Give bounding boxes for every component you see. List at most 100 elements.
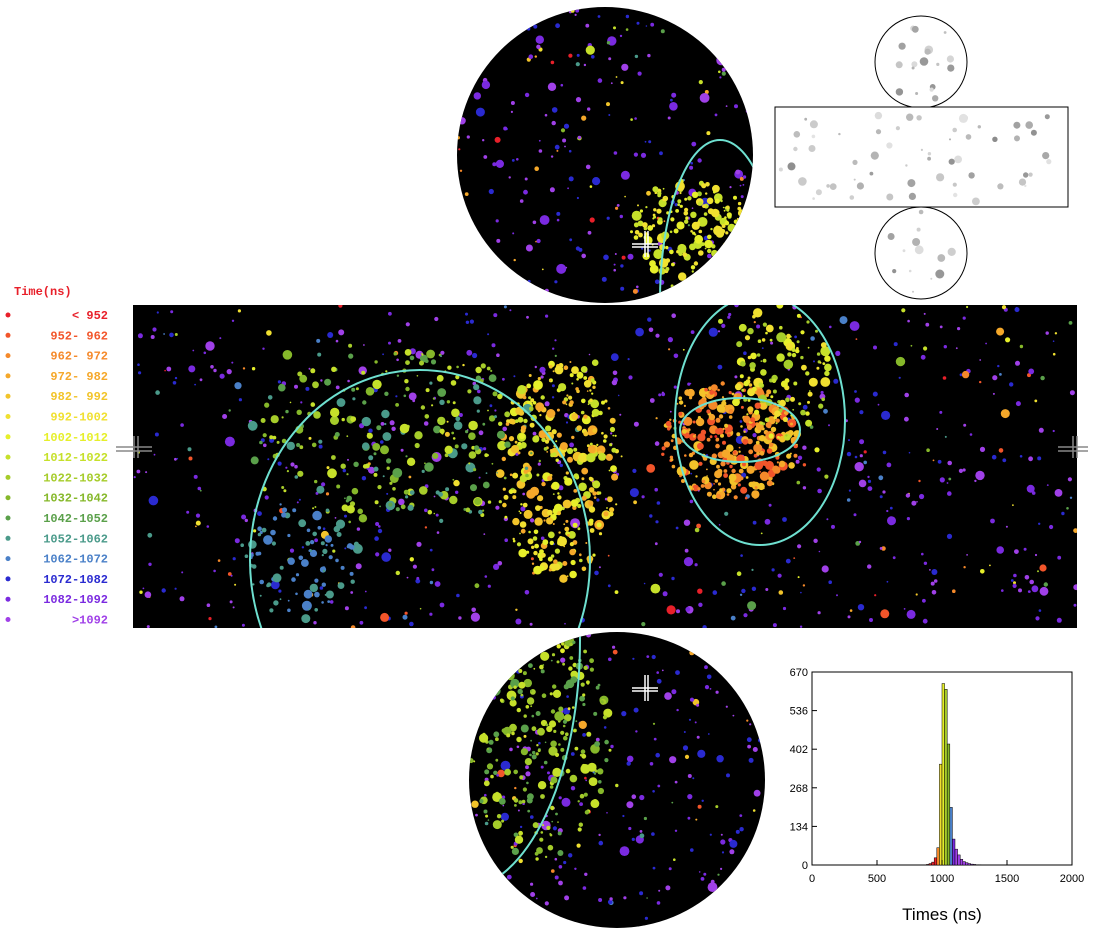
thumb-hit bbox=[936, 173, 944, 181]
hit bbox=[566, 471, 569, 474]
hit bbox=[736, 637, 742, 643]
thumb-hit bbox=[919, 210, 924, 215]
hit bbox=[560, 748, 564, 752]
hit bbox=[374, 452, 377, 455]
hit bbox=[571, 560, 576, 565]
hit bbox=[649, 328, 654, 333]
hit bbox=[466, 508, 471, 513]
hit bbox=[517, 385, 526, 394]
hit bbox=[337, 398, 346, 407]
hit bbox=[874, 594, 876, 596]
hit bbox=[779, 326, 783, 330]
hit bbox=[622, 815, 624, 817]
hit bbox=[408, 505, 414, 511]
hit bbox=[181, 571, 183, 573]
hit bbox=[688, 817, 691, 820]
hit bbox=[689, 719, 691, 721]
hit bbox=[372, 380, 381, 389]
thumb-hit bbox=[854, 179, 856, 181]
hit bbox=[652, 186, 658, 192]
hit bbox=[828, 580, 832, 584]
hit bbox=[697, 736, 700, 739]
hit bbox=[436, 514, 439, 517]
hit bbox=[348, 521, 351, 524]
hit bbox=[259, 441, 263, 445]
hit bbox=[556, 212, 560, 216]
hit bbox=[713, 191, 716, 194]
hit bbox=[234, 584, 236, 586]
hit bbox=[759, 471, 761, 473]
hit bbox=[1013, 574, 1017, 578]
hit bbox=[697, 487, 700, 490]
hit bbox=[527, 810, 530, 813]
hit bbox=[701, 635, 706, 640]
hit bbox=[188, 365, 195, 372]
hit bbox=[655, 542, 658, 545]
hit bbox=[584, 793, 588, 797]
hit bbox=[287, 470, 289, 472]
hit bbox=[204, 352, 207, 355]
hit bbox=[1013, 584, 1017, 588]
hit bbox=[509, 176, 511, 178]
hit bbox=[493, 24, 496, 27]
hit bbox=[499, 500, 502, 503]
hit bbox=[152, 327, 156, 331]
hit bbox=[779, 590, 784, 595]
hit bbox=[585, 780, 587, 782]
hit bbox=[259, 580, 264, 585]
hit bbox=[688, 774, 692, 778]
hit bbox=[696, 524, 701, 529]
hit bbox=[262, 348, 264, 350]
hit bbox=[963, 566, 965, 568]
hit bbox=[302, 601, 312, 611]
hit bbox=[550, 806, 554, 810]
thumb-hit bbox=[793, 147, 797, 151]
hit bbox=[705, 192, 707, 194]
hit bbox=[154, 454, 156, 456]
thumb-hit bbox=[1046, 159, 1051, 164]
hit bbox=[1037, 570, 1039, 572]
hit bbox=[213, 369, 216, 372]
hit bbox=[689, 460, 699, 470]
hit bbox=[608, 658, 612, 662]
x-tick-label: 1500 bbox=[995, 873, 1019, 885]
hit bbox=[606, 507, 608, 509]
hit bbox=[354, 542, 359, 547]
hit bbox=[798, 576, 800, 578]
hit bbox=[729, 465, 732, 468]
y-tick-label: 134 bbox=[790, 821, 808, 833]
hit bbox=[679, 192, 681, 194]
hit bbox=[330, 416, 339, 425]
hit bbox=[672, 465, 676, 469]
hit bbox=[529, 627, 538, 636]
hit bbox=[546, 409, 555, 418]
hit bbox=[614, 264, 616, 266]
hit bbox=[529, 54, 534, 59]
hit bbox=[419, 361, 424, 366]
hit bbox=[747, 388, 755, 396]
hit bbox=[537, 239, 541, 243]
thumb-hit bbox=[899, 43, 906, 50]
hit bbox=[975, 471, 984, 480]
hit bbox=[739, 218, 744, 223]
hit bbox=[461, 443, 467, 449]
hit bbox=[611, 448, 616, 453]
hit bbox=[550, 541, 554, 545]
hit bbox=[1039, 564, 1046, 571]
hit bbox=[542, 664, 544, 666]
hit bbox=[668, 117, 671, 120]
hit bbox=[283, 350, 293, 360]
hit bbox=[472, 353, 477, 358]
hit bbox=[754, 410, 759, 415]
hit bbox=[970, 433, 973, 436]
hit bbox=[556, 150, 558, 152]
thumb-hit bbox=[838, 133, 840, 135]
hit bbox=[603, 715, 607, 719]
hit bbox=[551, 482, 559, 490]
hit bbox=[526, 316, 529, 319]
hit bbox=[1028, 590, 1031, 593]
hit bbox=[524, 714, 527, 717]
thumb-hit bbox=[1042, 152, 1049, 159]
hit bbox=[529, 754, 532, 757]
hit bbox=[504, 477, 507, 480]
